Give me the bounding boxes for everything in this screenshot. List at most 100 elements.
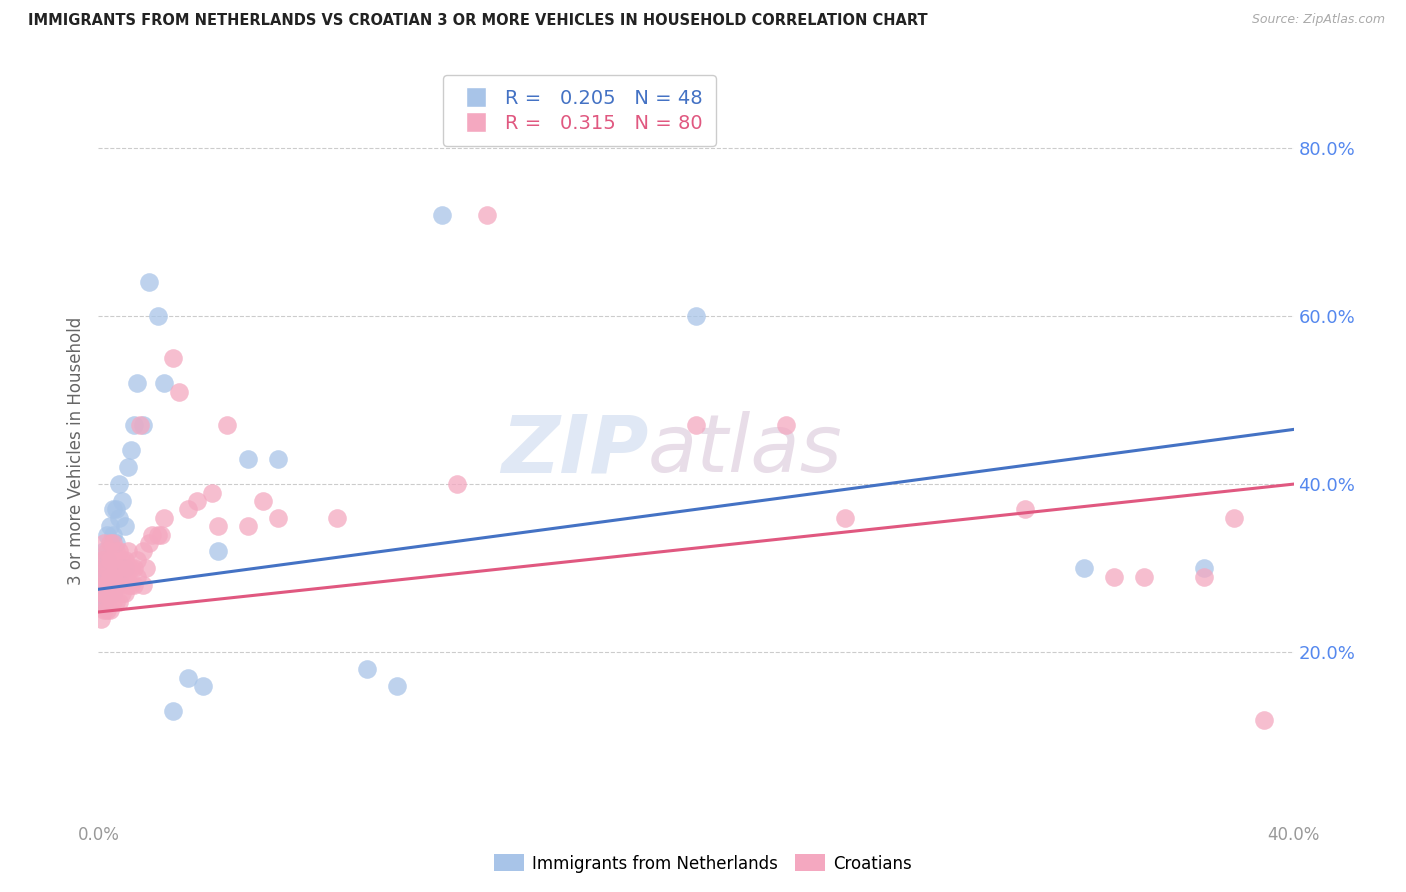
Point: [103, 586, 125, 600]
Point: [1133, 569, 1156, 583]
Point: [90, 578, 112, 592]
Point: [1073, 561, 1095, 575]
Point: [98, 603, 122, 617]
Point: [201, 485, 224, 500]
Point: [103, 553, 125, 567]
Point: [685, 418, 707, 433]
Point: [127, 376, 149, 391]
Point: [90, 586, 112, 600]
Point: [105, 502, 128, 516]
Point: [93, 553, 115, 567]
Point: [108, 477, 131, 491]
Point: [96, 561, 118, 575]
Point: [215, 418, 238, 433]
Point: [132, 418, 155, 433]
Point: [98, 586, 122, 600]
Point: [90, 561, 112, 575]
Point: [108, 510, 131, 524]
Point: [1192, 561, 1215, 575]
Point: [132, 544, 155, 558]
Point: [138, 536, 160, 550]
Point: [148, 527, 170, 541]
Point: [385, 679, 409, 693]
Legend: Immigrants from Netherlands, Croatians: Immigrants from Netherlands, Croatians: [488, 847, 918, 880]
Point: [108, 569, 131, 583]
Point: [96, 569, 118, 583]
Point: [93, 569, 115, 583]
Point: [108, 544, 131, 558]
Point: [117, 460, 139, 475]
Point: [117, 544, 139, 558]
Point: [96, 586, 118, 600]
Point: [111, 553, 134, 567]
Point: [114, 569, 136, 583]
Point: [105, 561, 128, 575]
Point: [1253, 713, 1275, 727]
Text: ZIP: ZIP: [501, 411, 648, 490]
Point: [124, 578, 146, 592]
Point: [105, 544, 128, 558]
Point: [129, 418, 152, 433]
Point: [127, 553, 149, 567]
Point: [103, 527, 125, 541]
Point: [132, 578, 155, 592]
Point: [93, 561, 115, 575]
Point: [148, 309, 170, 323]
Point: [90, 595, 112, 609]
Point: [108, 578, 131, 592]
Point: [127, 569, 149, 583]
Point: [162, 704, 184, 718]
Point: [90, 612, 112, 626]
Point: [114, 553, 136, 567]
Point: [207, 519, 229, 533]
Point: [191, 679, 214, 693]
Point: [120, 561, 142, 575]
Point: [775, 418, 797, 433]
Point: [98, 553, 122, 567]
Point: [114, 586, 136, 600]
Point: [93, 578, 115, 592]
Point: [103, 536, 125, 550]
Point: [124, 418, 146, 433]
Point: [93, 536, 115, 550]
Point: [117, 578, 139, 592]
Point: [162, 351, 184, 365]
Point: [103, 586, 125, 600]
Point: [105, 578, 128, 592]
Point: [105, 595, 128, 609]
Point: [105, 578, 128, 592]
Point: [114, 561, 136, 575]
Point: [96, 578, 118, 592]
Point: [114, 519, 136, 533]
Point: [96, 603, 118, 617]
Point: [267, 510, 290, 524]
Point: [98, 569, 122, 583]
Point: [93, 603, 115, 617]
Point: [98, 586, 122, 600]
Point: [111, 494, 134, 508]
Point: [111, 569, 134, 583]
Point: [120, 443, 142, 458]
Point: [446, 477, 468, 491]
Point: [475, 208, 498, 222]
Point: [138, 275, 160, 289]
Point: [177, 671, 200, 685]
Point: [93, 544, 115, 558]
Point: [186, 494, 208, 508]
Point: [267, 451, 290, 466]
Y-axis label: 3 or more Vehicles in Household: 3 or more Vehicles in Household: [66, 317, 84, 584]
Point: [103, 502, 125, 516]
Point: [150, 527, 173, 541]
Point: [135, 561, 157, 575]
Point: [356, 662, 378, 676]
Text: Source: ZipAtlas.com: Source: ZipAtlas.com: [1251, 13, 1385, 27]
Point: [96, 586, 118, 600]
Point: [117, 561, 139, 575]
Point: [236, 451, 259, 466]
Point: [108, 595, 131, 609]
Point: [103, 569, 125, 583]
Point: [93, 586, 115, 600]
Point: [141, 527, 163, 541]
Point: [90, 595, 112, 609]
Point: [111, 561, 134, 575]
